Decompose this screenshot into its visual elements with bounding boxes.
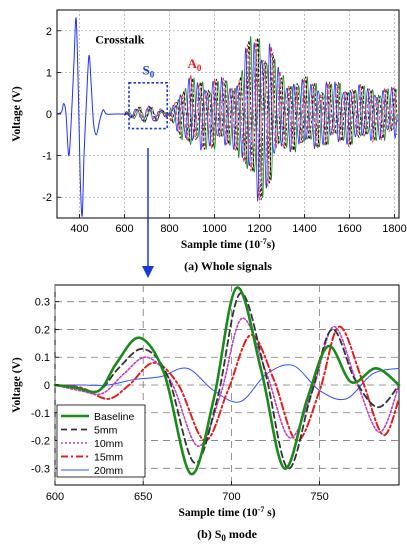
x-tick-label: 1800	[382, 223, 406, 235]
s0-label-main: S	[143, 62, 150, 77]
x-axis-label-a-main: Sample time (10	[181, 239, 260, 251]
y-tick-label: 0	[44, 380, 50, 392]
chart-whole-signals: 400 600 800 1000 1200 1400 1600 1800 -2 -1 0 1 2 Cro…	[11, 9, 407, 273]
caption-b-sub: 0	[221, 533, 226, 543]
x-tick-label: 600	[46, 491, 64, 503]
crosstalk-label: Crosstalk	[95, 32, 144, 46]
chart-s0-mode: 600 650 700 750 -0.3 -0.2 -0.1 0 0.1 0.2 0.3 Basel…	[11, 284, 401, 543]
a0-label: A0	[188, 56, 202, 73]
y-tick-label: 0.3	[35, 297, 50, 309]
y-tick-label: 0.2	[35, 324, 50, 336]
y-tick-label: -1	[42, 151, 52, 163]
series-group-b	[53, 286, 401, 476]
y-tick-label: 2	[46, 26, 52, 38]
y-axis-label-a: Voltage (V)	[11, 86, 23, 142]
x-tick-label: 600	[115, 223, 133, 235]
x-axis-label-a-exp: -7	[260, 237, 267, 246]
y-tick-label: -0.2	[31, 436, 50, 448]
legend-label: 20mm	[94, 465, 123, 477]
x-axis-label-b-main: Sample time (10	[178, 507, 257, 519]
series-group-a	[56, 17, 398, 217]
series-line	[54, 325, 400, 442]
y-tick-label: -2	[42, 192, 52, 204]
legend-label: 10mm	[94, 438, 123, 450]
x-axis-label-b: Sample time (10-7 s)	[178, 505, 275, 519]
a0-label-main: A	[188, 56, 198, 71]
series-line	[124, 42, 398, 202]
s0-highlight-box	[128, 82, 169, 130]
caption-b-tail: mode	[226, 527, 258, 541]
y-tick-label: -0.3	[31, 463, 50, 475]
caption-b: (b) S0 mode	[197, 527, 258, 543]
caption-a: (a) Whole signals	[184, 259, 272, 273]
y-tick-label: 0.1	[35, 352, 50, 364]
y-axis-label-b: Voltage (V)	[11, 357, 23, 413]
x-tick-label: 750	[310, 491, 328, 503]
x-axis-label-a: Sample time (10-7s)	[181, 237, 275, 251]
series-line	[54, 364, 400, 403]
x-tick-label: 800	[160, 223, 178, 235]
legend-label: 5mm	[94, 425, 118, 437]
legend-label: 15mm	[94, 452, 123, 464]
a0-label-sub: 0	[197, 63, 202, 73]
x-tick-label: 1200	[247, 223, 271, 235]
x-tick-label: 650	[134, 491, 152, 503]
series-line-crosstalk	[56, 17, 125, 217]
y-tick-label: 0	[46, 109, 52, 121]
x-tick-label: 1000	[202, 223, 226, 235]
x-axis-label-b-tail: s)	[264, 507, 275, 519]
x-axis-label-b-exp: -7	[258, 505, 265, 514]
legend-label: Baseline	[94, 411, 134, 423]
x-tick-label: 700	[222, 491, 240, 503]
series-line	[124, 36, 398, 199]
s0-label-sub: 0	[150, 69, 155, 79]
ticks-a: 400 600 800 1000 1200 1400 1600 1800 -2 -1 0 1 2	[42, 26, 407, 235]
series-line	[54, 317, 400, 447]
series-line	[54, 292, 400, 470]
y-tick-label: 1	[46, 67, 52, 79]
series-line	[124, 39, 398, 201]
x-tick-label: 400	[70, 223, 88, 235]
caption-b-main: (b) S	[197, 527, 222, 541]
x-tick-label: 1600	[337, 223, 361, 235]
x-axis-label-a-tail: s)	[267, 239, 275, 251]
y-tick-label: -0.1	[31, 408, 50, 420]
ticks-b: 600 650 700 750 -0.3 -0.2 -0.1 0 0.1 0.2 0.3	[31, 297, 329, 503]
s0-label: S0	[143, 62, 155, 79]
series-line	[53, 286, 401, 476]
x-tick-label: 1400	[292, 223, 316, 235]
